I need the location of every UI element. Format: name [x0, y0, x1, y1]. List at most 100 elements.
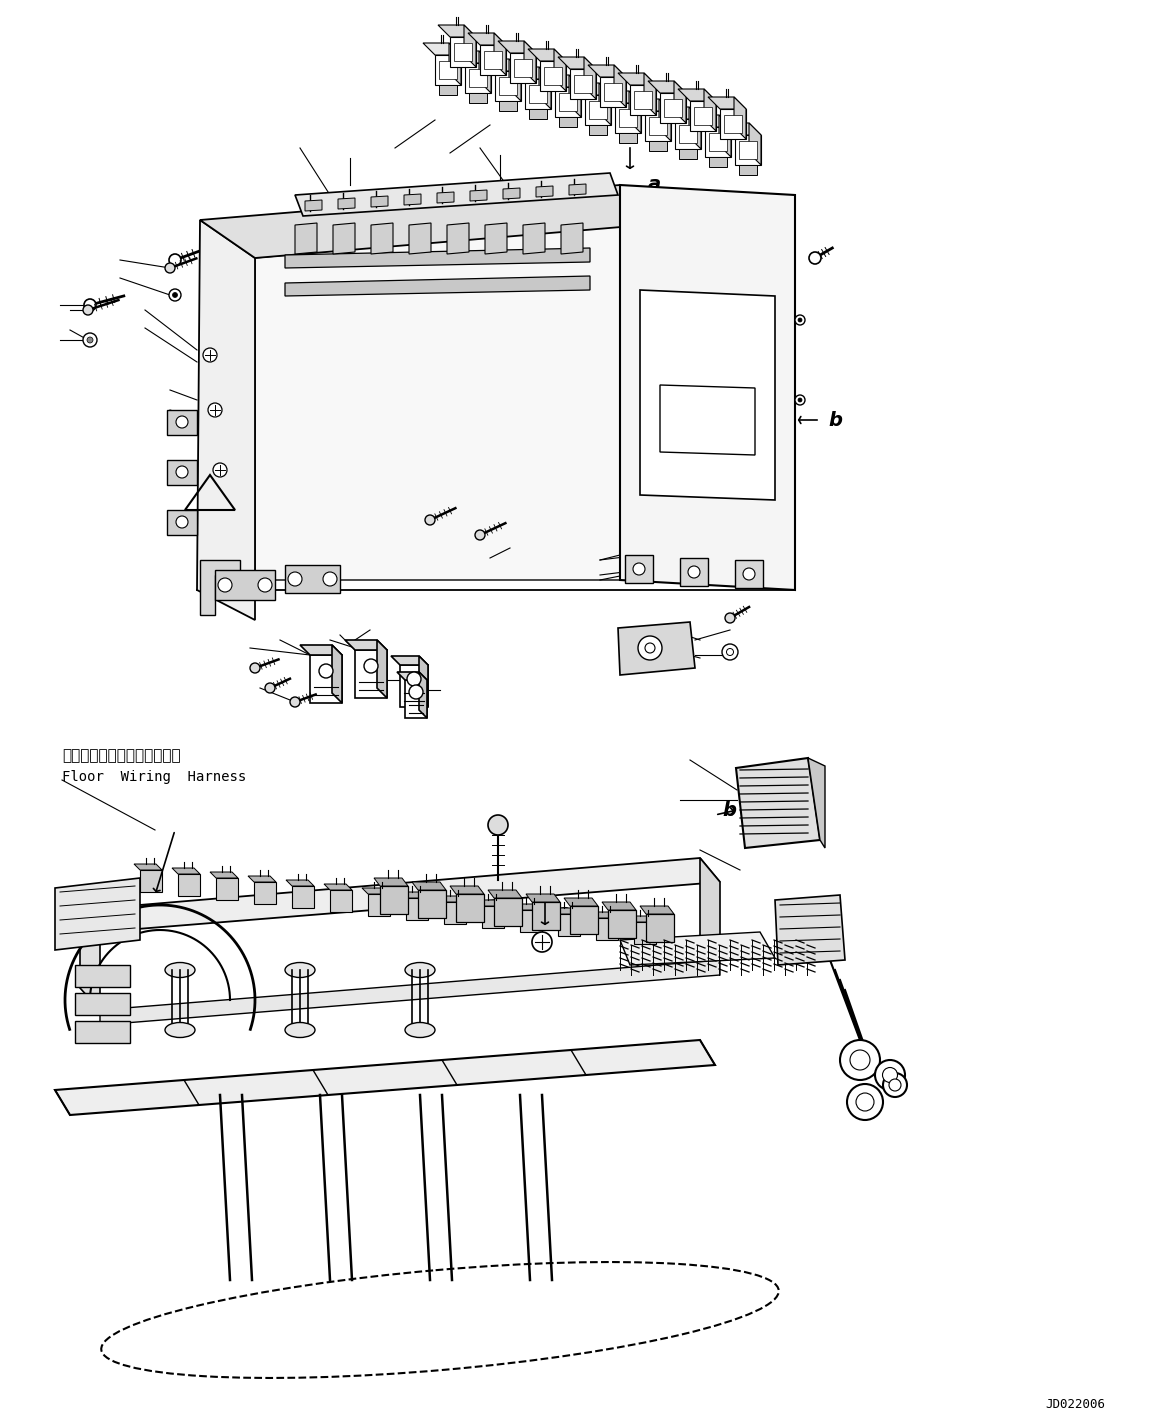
Polygon shape — [438, 895, 466, 902]
Polygon shape — [405, 680, 427, 718]
Circle shape — [645, 643, 655, 653]
Circle shape — [883, 1072, 907, 1097]
Circle shape — [204, 348, 217, 363]
Circle shape — [688, 565, 700, 578]
Bar — [559, 93, 577, 111]
Polygon shape — [620, 932, 775, 965]
Circle shape — [847, 1084, 883, 1120]
Polygon shape — [675, 81, 686, 123]
Polygon shape — [634, 922, 656, 944]
Bar — [484, 51, 502, 69]
Text: a: a — [558, 902, 571, 921]
Polygon shape — [362, 888, 390, 894]
Polygon shape — [618, 623, 695, 675]
Polygon shape — [675, 119, 701, 149]
Polygon shape — [292, 885, 314, 908]
Circle shape — [319, 664, 333, 678]
Polygon shape — [468, 33, 506, 46]
Polygon shape — [197, 220, 255, 620]
Polygon shape — [588, 126, 607, 136]
Polygon shape — [558, 914, 580, 935]
Polygon shape — [679, 149, 697, 159]
Polygon shape — [450, 885, 484, 894]
Polygon shape — [371, 196, 388, 207]
Polygon shape — [479, 51, 491, 93]
Circle shape — [743, 568, 755, 580]
Polygon shape — [211, 873, 238, 878]
Polygon shape — [418, 890, 445, 918]
Circle shape — [725, 613, 735, 623]
Circle shape — [250, 663, 261, 673]
Text: JD022006: JD022006 — [1046, 1398, 1105, 1411]
Polygon shape — [255, 226, 620, 580]
Circle shape — [407, 673, 421, 685]
Circle shape — [727, 648, 734, 655]
Polygon shape — [200, 560, 240, 615]
Polygon shape — [254, 883, 276, 904]
Polygon shape — [476, 900, 504, 905]
Polygon shape — [678, 89, 716, 101]
Circle shape — [840, 1040, 880, 1080]
Circle shape — [176, 516, 188, 528]
Polygon shape — [552, 908, 580, 914]
Circle shape — [165, 263, 174, 273]
Ellipse shape — [285, 1022, 315, 1038]
Bar — [649, 117, 668, 136]
Polygon shape — [739, 166, 757, 176]
Bar — [454, 43, 472, 61]
Circle shape — [169, 254, 181, 266]
Polygon shape — [374, 878, 408, 885]
Bar — [575, 76, 592, 93]
Ellipse shape — [405, 962, 435, 978]
Circle shape — [409, 685, 423, 698]
Ellipse shape — [165, 962, 195, 978]
Circle shape — [424, 516, 435, 526]
Circle shape — [776, 251, 784, 258]
Polygon shape — [528, 49, 566, 61]
Circle shape — [752, 234, 768, 250]
Circle shape — [217, 578, 231, 593]
Polygon shape — [569, 184, 586, 196]
Text: b: b — [828, 410, 842, 430]
Bar — [664, 99, 682, 117]
Polygon shape — [529, 109, 547, 119]
Polygon shape — [645, 914, 675, 942]
Circle shape — [172, 293, 178, 297]
Polygon shape — [523, 223, 545, 254]
Polygon shape — [80, 858, 720, 932]
Polygon shape — [564, 898, 598, 905]
Polygon shape — [200, 186, 680, 258]
Polygon shape — [619, 133, 637, 143]
Circle shape — [889, 1080, 901, 1091]
Bar — [694, 107, 712, 126]
Bar — [438, 61, 457, 79]
Polygon shape — [438, 26, 476, 37]
Polygon shape — [331, 645, 342, 703]
Polygon shape — [618, 73, 656, 86]
Polygon shape — [368, 894, 390, 915]
Polygon shape — [400, 665, 428, 707]
Polygon shape — [485, 223, 507, 254]
Circle shape — [475, 530, 485, 540]
Circle shape — [809, 251, 821, 264]
Bar — [634, 91, 652, 109]
Polygon shape — [345, 640, 387, 650]
Polygon shape — [709, 157, 727, 167]
Polygon shape — [513, 67, 551, 79]
Circle shape — [488, 815, 508, 835]
Bar — [619, 109, 637, 127]
Polygon shape — [74, 992, 130, 1015]
Circle shape — [323, 573, 337, 585]
Polygon shape — [295, 173, 618, 216]
Polygon shape — [333, 223, 355, 254]
Polygon shape — [454, 51, 491, 63]
Polygon shape — [680, 558, 708, 585]
Polygon shape — [554, 49, 566, 91]
Polygon shape — [450, 37, 476, 67]
Polygon shape — [735, 136, 761, 166]
Polygon shape — [406, 898, 428, 920]
Polygon shape — [285, 248, 590, 268]
Polygon shape — [216, 878, 238, 900]
Polygon shape — [640, 290, 775, 500]
Polygon shape — [775, 895, 846, 965]
